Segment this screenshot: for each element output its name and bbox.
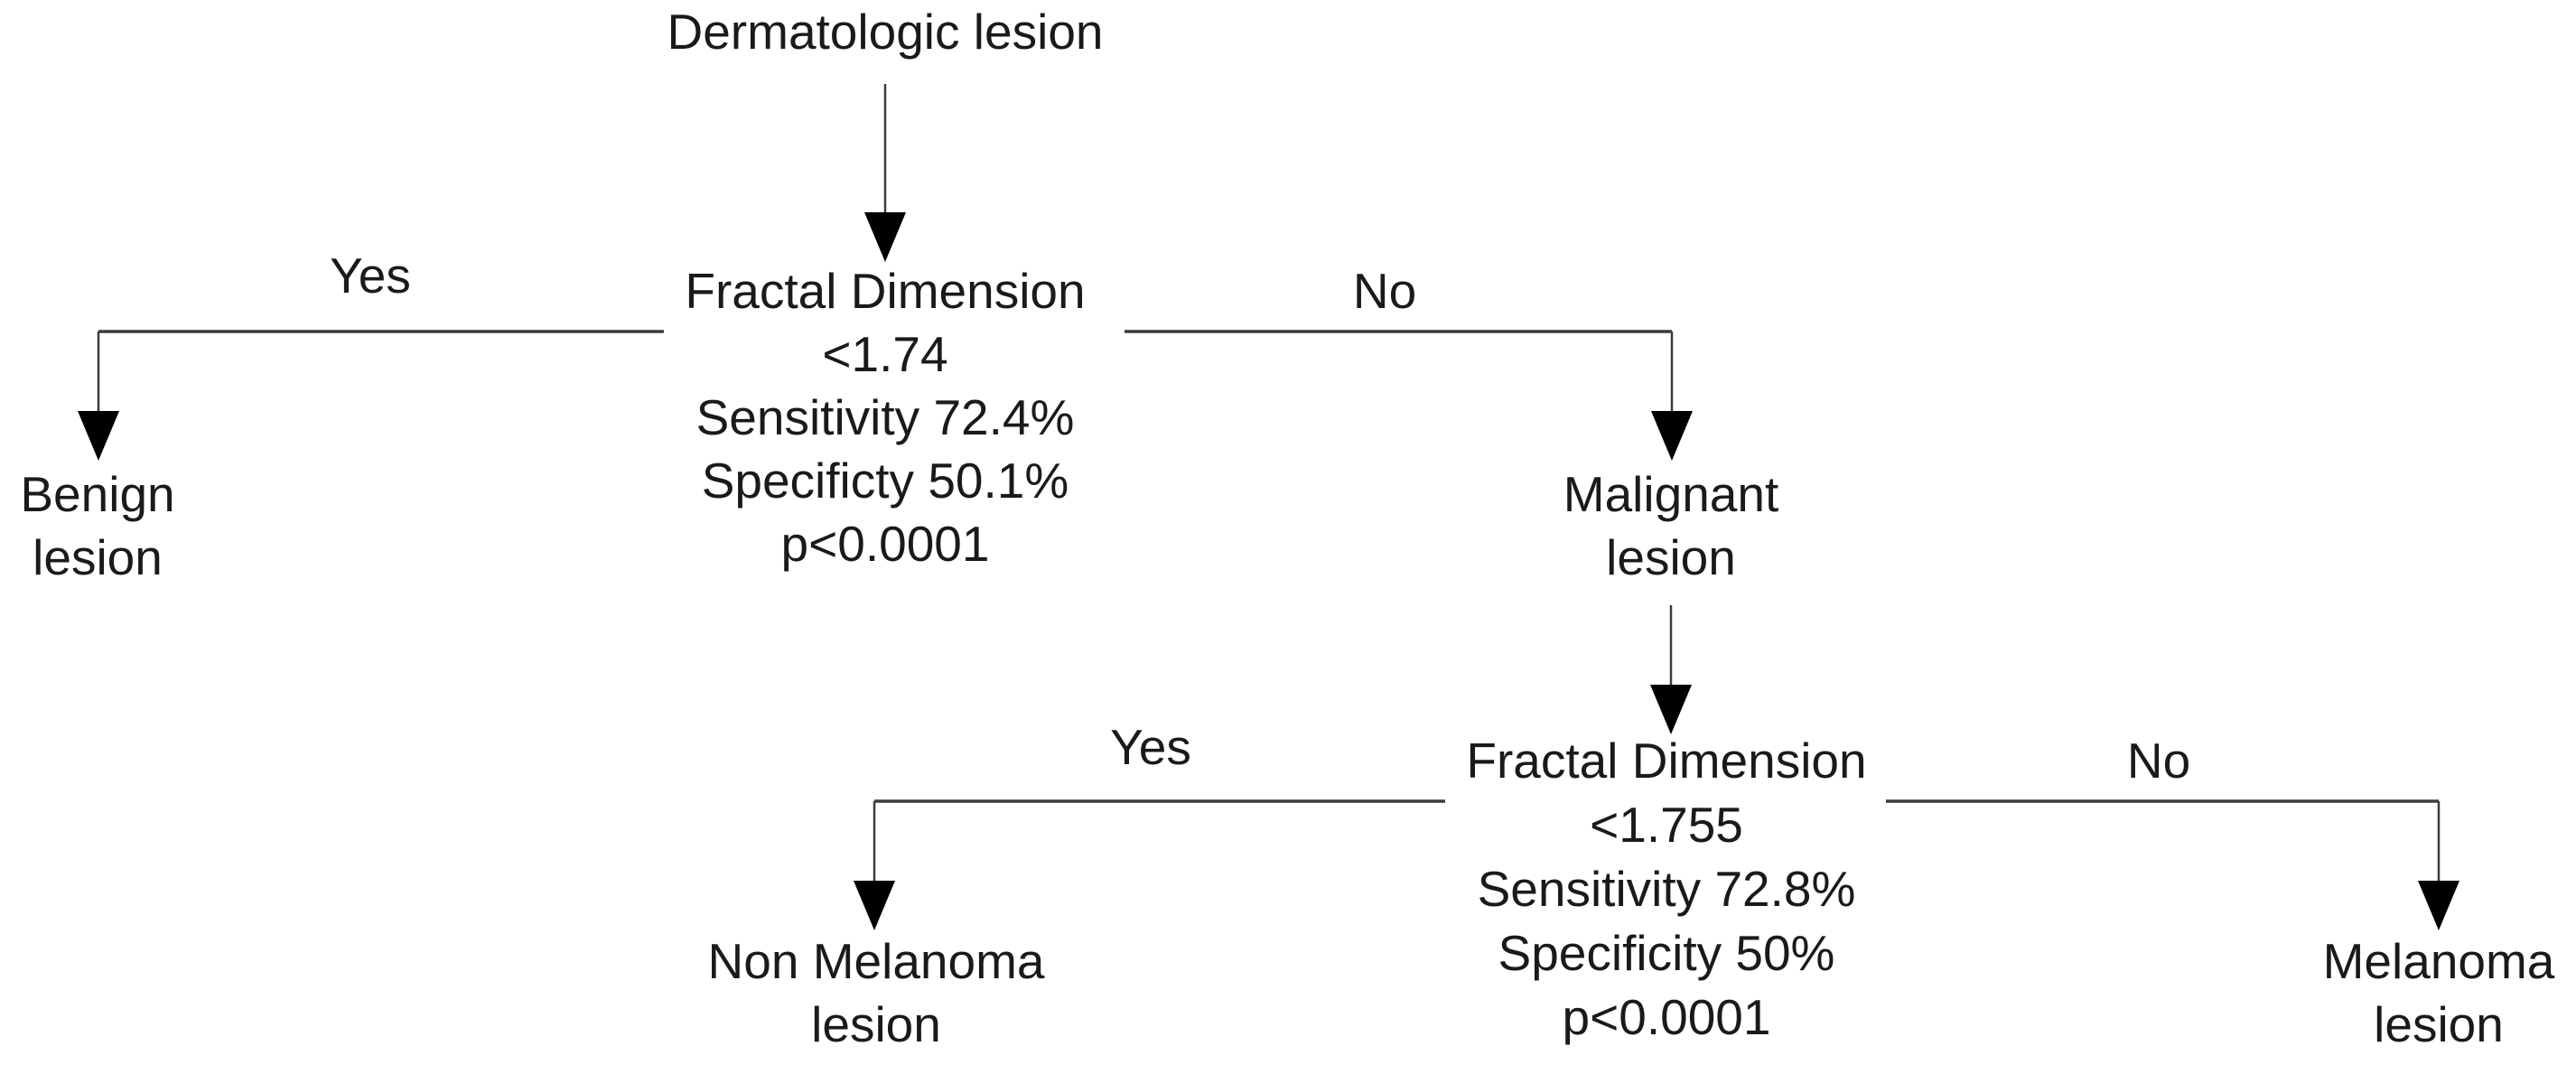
decision1-yes-branch — [78, 330, 664, 461]
decision1-node: Fractal Dimension <1.74 Sensitivity 72.4… — [685, 259, 1085, 575]
decision2-specificity: Specificity 50% — [1498, 925, 1835, 981]
decision1-specificity: Specificty 50.1% — [701, 453, 1069, 509]
decision2-yes-branch — [854, 799, 1445, 930]
down-arrowhead-icon — [1651, 411, 1693, 461]
non-melanoma-lesion-line2: lesion — [811, 996, 941, 1052]
decision2-no-branch — [1886, 799, 2459, 930]
decision1-sensitivity: Sensitivity 72.4% — [695, 389, 1075, 445]
malignant-lesion-node: Malignant lesion — [1563, 462, 1778, 589]
benign-lesion-line2: lesion — [33, 529, 163, 585]
decision2-yes-label: Yes — [1110, 719, 1191, 775]
benign-lesion-line1: Benign — [20, 466, 175, 522]
decision2-threshold: <1.755 — [1590, 797, 1743, 853]
down-arrowhead-icon — [1650, 685, 1692, 734]
decision1-p-value: p<0.0001 — [780, 516, 990, 572]
decision1-title: Fractal Dimension — [685, 263, 1086, 319]
melanoma-lesion-leaf: Melanoma lesion — [2323, 929, 2555, 1056]
non-melanoma-lesion-line1: Non Melanoma — [707, 933, 1045, 989]
decision1-yes-label: Yes — [330, 247, 411, 304]
down-arrowhead-icon — [864, 212, 906, 262]
decision2-node: Fractal Dimension <1.755 Sensitivity 72.… — [1466, 729, 1866, 1050]
root-to-decision1-connector — [864, 84, 906, 262]
decision2-title: Fractal Dimension — [1466, 733, 1867, 789]
down-arrowhead-icon — [78, 411, 119, 461]
malignant-to-decision2-connector — [1650, 605, 1692, 734]
melanoma-lesion-line2: lesion — [2374, 996, 2504, 1052]
down-arrowhead-icon — [854, 881, 895, 930]
decision2-sensitivity: Sensitivity 72.8% — [1477, 861, 1856, 917]
non-melanoma-lesion-leaf: Non Melanoma lesion — [708, 929, 1045, 1056]
melanoma-lesion-line1: Melanoma — [2322, 933, 2555, 989]
malignant-lesion-line2: lesion — [1606, 529, 1736, 585]
malignant-lesion-line1: Malignant — [1563, 466, 1779, 522]
decision2-no-label: No — [2126, 733, 2191, 789]
decision1-threshold: <1.74 — [822, 326, 948, 382]
decision2-p-value: p<0.0001 — [1562, 989, 1771, 1045]
decision1-no-label: No — [1352, 263, 1417, 319]
decision1-no-branch — [1125, 330, 1693, 461]
root-node-label: Dermatologic lesion — [667, 4, 1104, 60]
benign-lesion-leaf: Benign lesion — [20, 462, 174, 589]
down-arrowhead-icon — [2418, 881, 2459, 930]
